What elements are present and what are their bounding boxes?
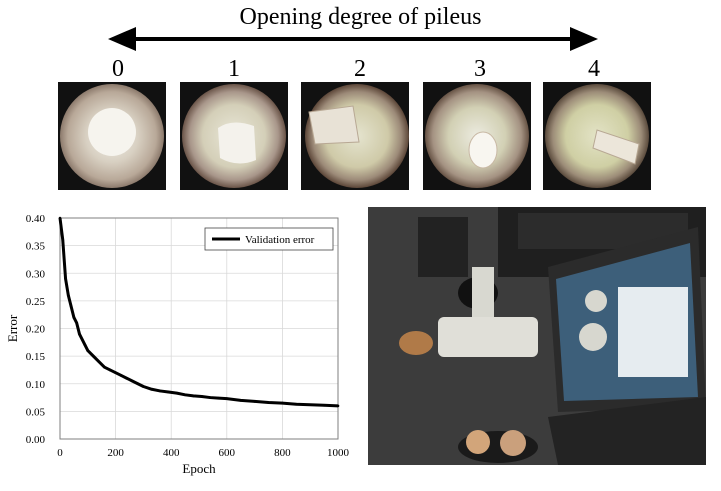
data-point [130, 379, 134, 383]
data-point [61, 238, 65, 242]
y-tick-label: 0.25 [26, 296, 46, 308]
degree-label-1: 1 [228, 56, 240, 82]
x-tick-label: 1000 [327, 447, 350, 459]
data-point [208, 396, 212, 399]
mushroom-cap-degree-3-photo [423, 82, 531, 190]
double-arrow-icon [108, 27, 598, 51]
data-point [183, 393, 187, 397]
mushroom-cap-degree-0-photo [58, 82, 166, 190]
data-point [295, 402, 298, 406]
plot-frame [59, 217, 339, 440]
mushroom-cap-degree-2-photo [301, 82, 409, 190]
mushroom-cap-degree-4-photo [543, 82, 651, 190]
data-point [192, 394, 195, 398]
data-point [58, 216, 62, 220]
data-point [80, 338, 84, 341]
x-tick-label: 200 [107, 447, 124, 459]
data-point [114, 371, 117, 374]
data-point [200, 395, 204, 398]
y-tick-label: 0.10 [26, 379, 46, 391]
data-point [225, 397, 229, 400]
chart-legend: Validation error [204, 227, 334, 251]
mushroom-cap-degree-1-photo [180, 82, 288, 190]
x-tick-label: 600 [219, 447, 236, 459]
data-point [83, 343, 87, 347]
data-point [308, 403, 312, 407]
data-point [97, 360, 101, 363]
data-point [150, 387, 154, 391]
data-point [142, 385, 145, 388]
x-axis-label: Epoch [182, 461, 216, 476]
data-point [267, 401, 270, 404]
y-tick-label: 0.05 [26, 406, 46, 418]
y-tick-label: 0.20 [26, 324, 46, 336]
data-point [167, 390, 170, 394]
x-tick-label: 0 [57, 447, 63, 459]
data-point [158, 389, 162, 393]
data-point [108, 368, 112, 372]
y-tick-label: 0.00 [26, 434, 46, 446]
data-point [253, 400, 256, 403]
x-tick-label: 800 [274, 447, 291, 459]
degree-label-2: 2 [354, 56, 366, 82]
data-point [175, 391, 179, 395]
data-point [86, 349, 90, 352]
y-tick-label: 0.30 [26, 268, 46, 280]
y-tick-label: 0.40 [26, 213, 46, 225]
validation-error-chart: 0.00 0.05 0.10 0.15 0.20 0.25 0.30 0.35 0.40 0 200… [5, 213, 350, 476]
data-point [75, 321, 78, 325]
data-point [78, 332, 81, 336]
y-tick-label: 0.35 [26, 241, 46, 253]
degree-label-0: 0 [112, 56, 124, 82]
x-tick-label: 400 [163, 447, 180, 459]
figure-title: Opening degree of pileus [239, 4, 482, 30]
data-point [69, 305, 73, 308]
y-axis-label: Error [5, 314, 20, 342]
data-point [103, 365, 106, 369]
data-point [136, 382, 140, 386]
legend-entry-label: Validation error [245, 234, 315, 246]
data-point [217, 396, 220, 400]
data-point [92, 354, 95, 358]
data-point [72, 316, 76, 319]
data-point [336, 404, 340, 408]
data-point [64, 277, 67, 281]
degree-label-4: 4 [588, 56, 600, 82]
microscope-laptop-setup-photo [368, 207, 706, 465]
data-point [125, 376, 129, 380]
data-point [119, 374, 123, 377]
y-tick-label: 0.15 [26, 351, 46, 363]
data-point [281, 401, 284, 405]
degree-label-3: 3 [474, 56, 486, 82]
data-point [67, 294, 70, 297]
data-point [322, 403, 326, 407]
data-point [239, 399, 242, 402]
